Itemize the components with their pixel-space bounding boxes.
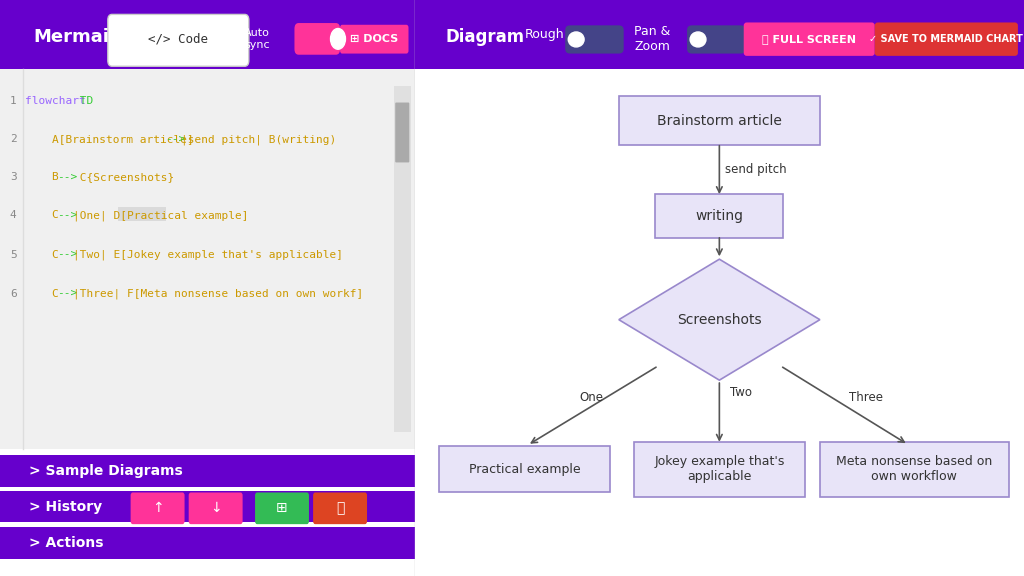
- Text: C{Screenshots}: C{Screenshots}: [74, 172, 175, 183]
- FancyBboxPatch shape: [188, 492, 243, 524]
- Text: Jokey example that's
applicable: Jokey example that's applicable: [654, 456, 784, 483]
- Text: ⧉ FULL SCREEN: ⧉ FULL SCREEN: [762, 34, 856, 44]
- Text: > History: > History: [29, 500, 102, 514]
- Text: ↓: ↓: [210, 501, 221, 515]
- Text: 4: 4: [10, 210, 16, 221]
- Text: -->: -->: [57, 210, 78, 221]
- Text: > Actions: > Actions: [29, 536, 103, 550]
- FancyBboxPatch shape: [687, 25, 745, 54]
- FancyBboxPatch shape: [439, 446, 609, 492]
- FancyBboxPatch shape: [255, 492, 309, 524]
- FancyBboxPatch shape: [0, 491, 415, 522]
- FancyBboxPatch shape: [295, 23, 340, 55]
- FancyBboxPatch shape: [0, 0, 415, 69]
- Text: |Three| F[Meta nonsense based on own workf]: |Three| F[Meta nonsense based on own wor…: [74, 289, 364, 299]
- Text: Screenshots: Screenshots: [677, 313, 762, 327]
- Text: Rough: Rough: [524, 28, 564, 41]
- Text: Pan &
Zoom: Pan & Zoom: [634, 25, 671, 53]
- Text: Diagram: Diagram: [445, 28, 524, 47]
- Text: TD: TD: [74, 96, 93, 106]
- Text: C: C: [25, 210, 66, 221]
- Text: ⚙   Config: ⚙ Config: [127, 54, 180, 64]
- FancyBboxPatch shape: [415, 0, 1024, 69]
- Text: 5: 5: [10, 249, 16, 260]
- Text: ✓ SAVE TO MERMAID CHART: ✓ SAVE TO MERMAID CHART: [869, 34, 1023, 44]
- Text: -->: -->: [57, 289, 78, 299]
- Circle shape: [331, 28, 345, 50]
- Text: ⊞ DOCS: ⊞ DOCS: [350, 34, 398, 44]
- Circle shape: [568, 32, 584, 47]
- FancyBboxPatch shape: [313, 492, 367, 524]
- Text: 🗑: 🗑: [336, 501, 344, 515]
- FancyBboxPatch shape: [0, 527, 415, 559]
- FancyBboxPatch shape: [118, 207, 166, 221]
- Text: > Sample Diagrams: > Sample Diagrams: [29, 464, 182, 478]
- Text: C: C: [25, 289, 66, 299]
- Text: flowchart: flowchart: [25, 96, 86, 106]
- FancyBboxPatch shape: [618, 97, 820, 145]
- FancyBboxPatch shape: [743, 22, 874, 56]
- FancyBboxPatch shape: [634, 442, 805, 497]
- Text: Two: Two: [730, 386, 752, 399]
- Text: Auto
sync: Auto sync: [244, 28, 270, 50]
- Text: -->: -->: [165, 134, 185, 145]
- Text: B: B: [25, 172, 66, 183]
- FancyBboxPatch shape: [0, 69, 415, 449]
- FancyBboxPatch shape: [820, 442, 1009, 497]
- Text: ⊞: ⊞: [276, 501, 288, 515]
- FancyBboxPatch shape: [394, 86, 411, 432]
- FancyBboxPatch shape: [655, 195, 783, 237]
- FancyBboxPatch shape: [108, 14, 249, 66]
- FancyBboxPatch shape: [395, 103, 410, 162]
- Text: |send pitch| B(writing): |send pitch| B(writing): [181, 134, 337, 145]
- Text: |One| D[Practical example]: |One| D[Practical example]: [74, 210, 249, 221]
- Text: 3: 3: [10, 172, 16, 183]
- Text: Three: Three: [849, 391, 883, 404]
- Text: -->: -->: [57, 172, 78, 183]
- Text: -->: -->: [57, 249, 78, 260]
- FancyBboxPatch shape: [0, 455, 415, 487]
- FancyBboxPatch shape: [874, 22, 1018, 56]
- Polygon shape: [618, 259, 820, 380]
- Text: Meta nonsense based on
own workflow: Meta nonsense based on own workflow: [837, 456, 992, 483]
- FancyBboxPatch shape: [340, 25, 409, 54]
- Text: 1: 1: [10, 96, 16, 106]
- FancyBboxPatch shape: [565, 25, 624, 54]
- Text: Practical example: Practical example: [469, 463, 581, 476]
- Text: writing: writing: [695, 209, 743, 223]
- Text: A[Brainstorm article]: A[Brainstorm article]: [25, 134, 201, 145]
- FancyBboxPatch shape: [131, 492, 184, 524]
- Text: ↑: ↑: [152, 501, 164, 515]
- Text: |Two| E[Jokey example that's applicable]: |Two| E[Jokey example that's applicable]: [74, 249, 343, 260]
- Text: send pitch: send pitch: [725, 164, 786, 176]
- Text: Mermaid: Mermaid: [33, 28, 122, 47]
- Text: C: C: [25, 249, 66, 260]
- Circle shape: [690, 32, 706, 47]
- Text: Brainstorm article: Brainstorm article: [657, 114, 781, 128]
- Text: </> Code: </> Code: [148, 33, 208, 46]
- Text: 6: 6: [10, 289, 16, 299]
- Text: 2: 2: [10, 134, 16, 145]
- Text: One: One: [580, 391, 603, 404]
